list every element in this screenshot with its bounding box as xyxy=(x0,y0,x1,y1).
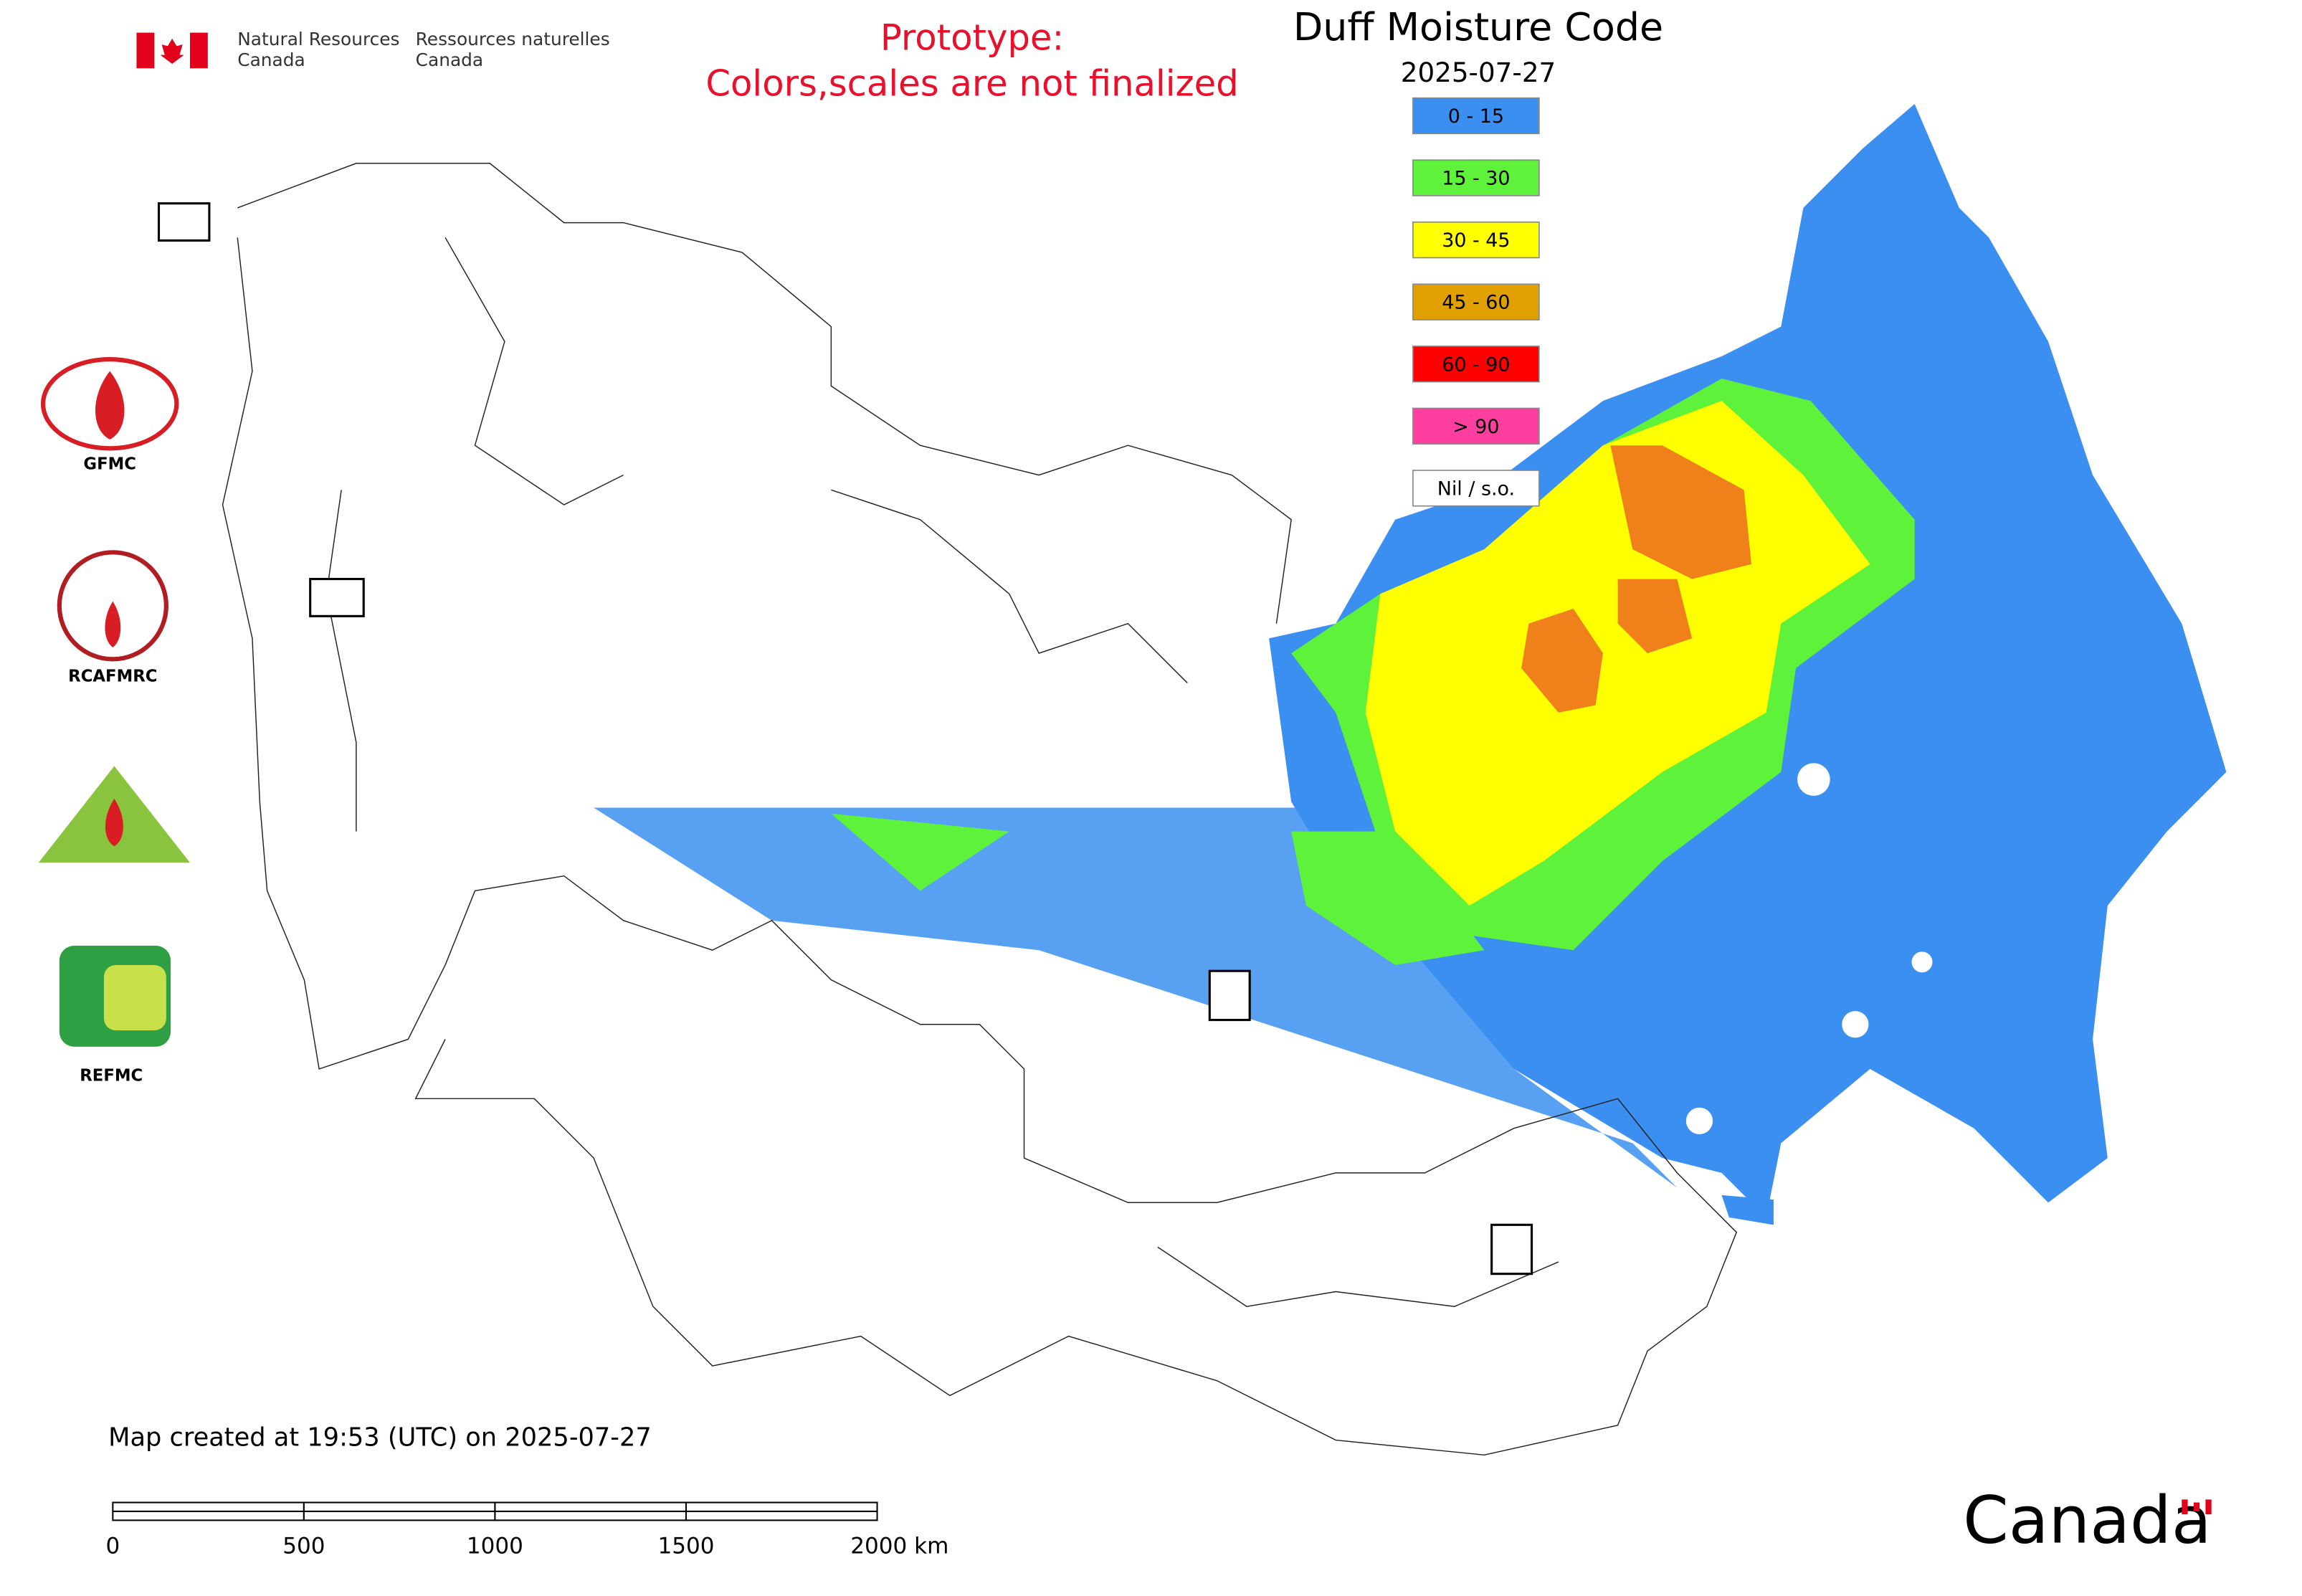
rcafmrc-logo xyxy=(57,550,168,662)
logo-label: RCAFMRC xyxy=(68,668,157,686)
reefmc-logo xyxy=(38,766,190,863)
legend-label: 45 - 60 xyxy=(1442,292,1510,314)
agency-fr: Canada xyxy=(416,49,483,70)
prototype-notice: Prototype: xyxy=(880,16,1064,58)
agency-fr: Ressources naturelles xyxy=(416,29,610,49)
logo-label: REFMC xyxy=(80,1067,143,1086)
country-borders xyxy=(222,163,1738,1456)
legend-swatch xyxy=(1412,283,1540,320)
map-title: Duff Moisture Code xyxy=(1293,4,1663,49)
legend-label: 30 - 45 xyxy=(1442,229,1510,252)
map-date: 2025-07-27 xyxy=(1401,57,1556,88)
wordmark-flag xyxy=(2182,1499,2212,1515)
map-created-note: Map created at 19:53 (UTC) on 2025-07-27 xyxy=(108,1423,652,1453)
scale-label: 1500 xyxy=(657,1534,714,1559)
logo-label: GFMC xyxy=(83,455,136,474)
legend-swatch xyxy=(1412,470,1540,507)
legend-label: 0 - 15 xyxy=(1448,105,1504,128)
legend-swatch xyxy=(1412,159,1540,196)
agency-en: Canada xyxy=(237,49,305,70)
gfmc-logo xyxy=(40,357,179,451)
legend: 0 - 15 15 - 30 30 - 45 45 - 60 60 - 90 > 90 Ni… xyxy=(1412,97,1540,507)
refmc-logo xyxy=(59,946,171,1047)
legend-label: 15 - 30 xyxy=(1442,168,1510,190)
dmc-raster xyxy=(594,103,2227,1225)
legend-swatch xyxy=(1412,407,1540,445)
legend-swatch xyxy=(1412,97,1540,135)
legend-swatch xyxy=(1412,221,1540,259)
legend-label: Nil / s.o. xyxy=(1437,478,1515,500)
agency-en: Natural Resources xyxy=(237,29,399,49)
map-station-icons xyxy=(157,202,1533,1276)
scale-label: 1000 xyxy=(467,1534,523,1559)
scale-label: 500 xyxy=(282,1534,325,1559)
legend-label: > 90 xyxy=(1452,416,1499,438)
canada-flag xyxy=(136,32,208,69)
canada-wordmark: Canada xyxy=(1963,1482,2212,1558)
prototype-notice: Colors,scales are not finalized xyxy=(705,63,1238,105)
scale-bar: 0 500 1000 1500 2000 km xyxy=(105,1501,948,1559)
scale-label: 2000 km xyxy=(850,1534,948,1559)
scale-label: 0 xyxy=(105,1534,120,1559)
legend-label: 60 - 90 xyxy=(1442,353,1510,376)
legend-swatch xyxy=(1412,346,1540,383)
